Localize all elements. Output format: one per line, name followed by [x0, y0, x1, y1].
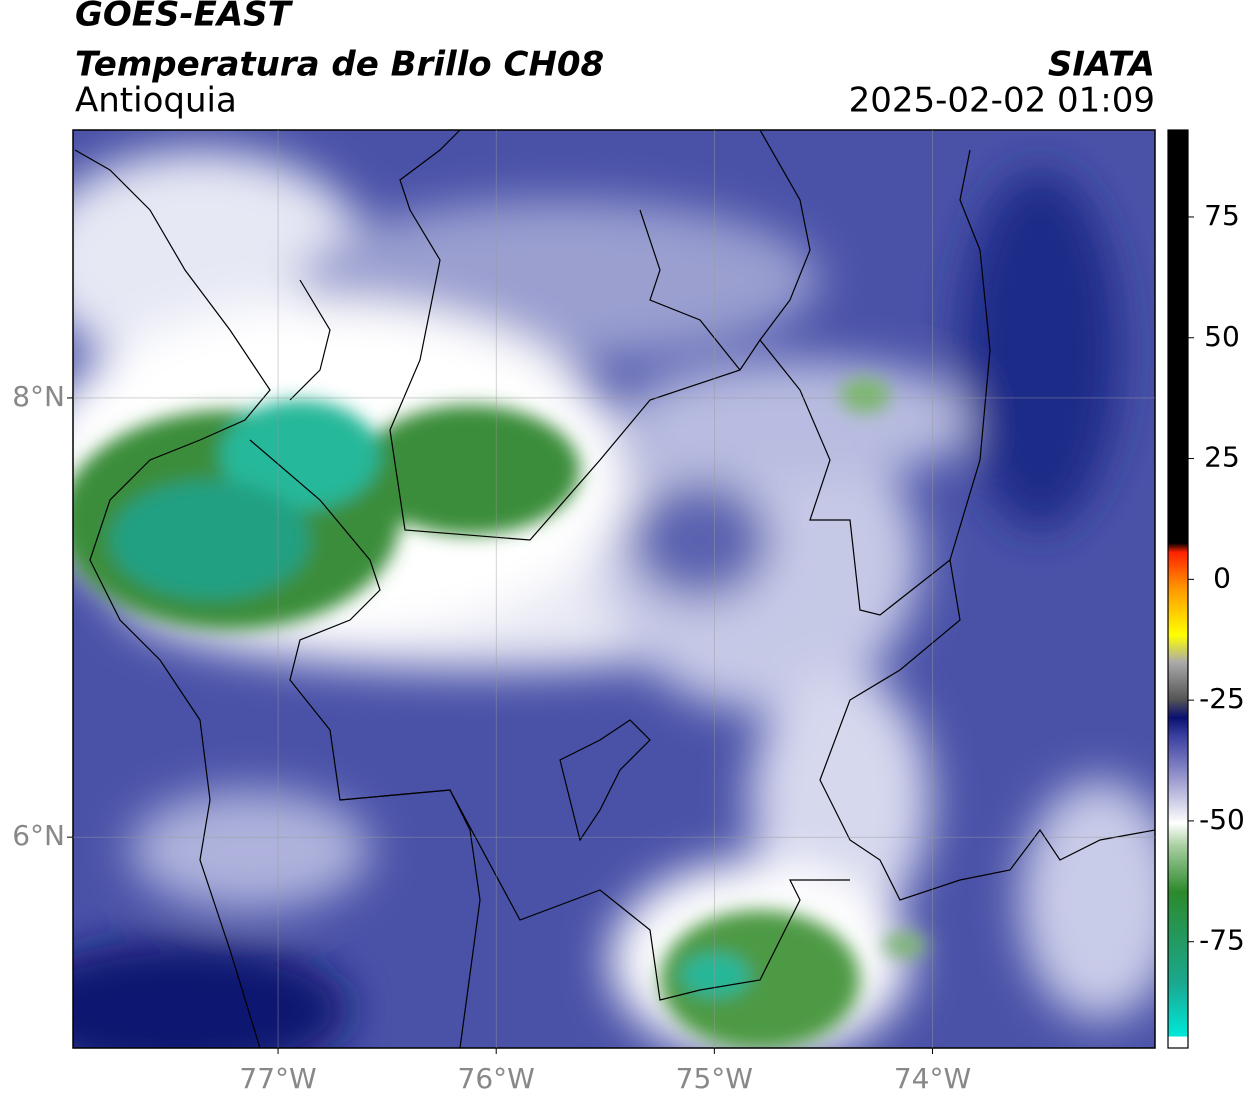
colorbar-label: -50 [1199, 803, 1245, 836]
y-tick-label: 6°N [12, 819, 65, 852]
map-frame [72, 129, 1156, 1049]
region: Antioquia [75, 81, 237, 121]
borders [74, 130, 1155, 1048]
datetime: 2025-02-02 01:09 [849, 81, 1155, 121]
y-tick-label: 8°N [12, 380, 65, 413]
source: SIATA [1048, 45, 1155, 85]
x-tick-label: 75°W [676, 1062, 753, 1095]
x-tick-label: 76°W [458, 1062, 535, 1095]
colorbar-label: 25 [1204, 441, 1240, 474]
x-tick-label: 77°W [239, 1062, 316, 1095]
imagery [73, 130, 1155, 1048]
colorbar-label: -75 [1199, 924, 1245, 957]
satellite: GOES-EAST [75, 0, 294, 35]
colorbar-label: 0 [1213, 561, 1231, 594]
colorbar-label: -25 [1199, 682, 1245, 715]
colorbar-label: 50 [1204, 320, 1240, 353]
x-tick-label: 74°W [894, 1062, 971, 1095]
colorbar [1167, 129, 1189, 1049]
product: Temperatura de Brillo CH08 [75, 45, 604, 85]
colorbar-label: 75 [1204, 199, 1240, 232]
